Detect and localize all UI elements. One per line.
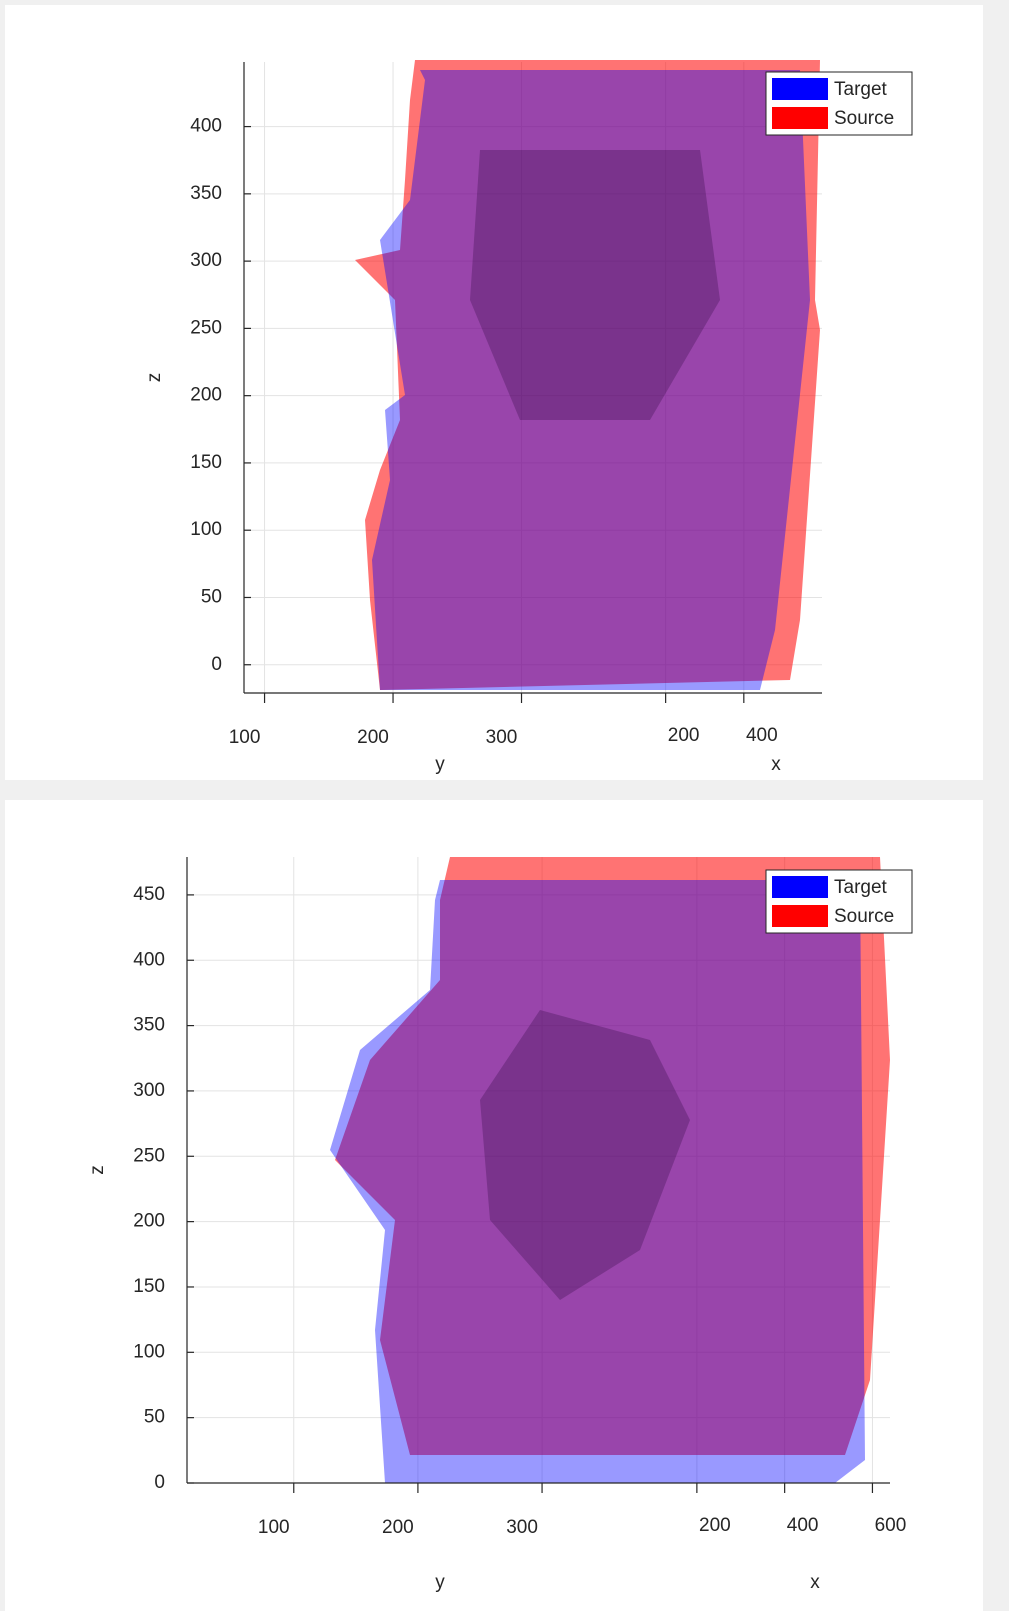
z-tick-label: 0 xyxy=(154,1472,165,1493)
z-tick-label: 100 xyxy=(133,1341,165,1362)
z-tick-label: 200 xyxy=(190,385,222,406)
z-tick-label: 350 xyxy=(133,1015,165,1036)
x-tick-label: 600 xyxy=(875,1515,907,1536)
z-tick-label: 50 xyxy=(201,586,222,607)
z-tick-label: 400 xyxy=(190,116,222,137)
z-tick-label: 450 xyxy=(133,884,165,905)
y-axis-label: y xyxy=(435,754,445,775)
x-axis-label: x xyxy=(771,754,781,775)
x-tick-label: 200 xyxy=(699,1515,731,1536)
y-tick-label: 200 xyxy=(382,1517,414,1538)
z-tick-label: 200 xyxy=(133,1211,165,1232)
legend-swatch xyxy=(772,905,828,927)
z-tick-label: 150 xyxy=(190,452,222,473)
z-tick-label: 150 xyxy=(133,1276,165,1297)
y-axis-label: y xyxy=(435,1572,445,1593)
legend-swatch xyxy=(772,78,828,100)
z-tick-label: 350 xyxy=(190,183,222,204)
z-axis-label: z xyxy=(144,373,165,383)
z-axis-label: z xyxy=(87,1165,108,1175)
z-tick-label: 250 xyxy=(190,317,222,338)
x-tick-label: 400 xyxy=(746,725,778,746)
legend-label: Target xyxy=(834,79,888,100)
x-axis-label: x xyxy=(810,1572,820,1593)
z-tick-label: 250 xyxy=(133,1145,165,1166)
y-tick-label: 100 xyxy=(229,727,261,748)
z-tick-label: 0 xyxy=(211,654,222,675)
legend-label: Source xyxy=(834,108,894,129)
z-tick-label: 50 xyxy=(144,1407,165,1428)
legend-swatch xyxy=(772,107,828,129)
y-tick-label: 300 xyxy=(506,1517,538,1538)
y-tick-label: 100 xyxy=(258,1517,290,1538)
legend-label: Source xyxy=(834,906,894,927)
x-tick-label: 400 xyxy=(787,1515,819,1536)
legend-swatch xyxy=(772,876,828,898)
z-tick-label: 300 xyxy=(190,250,222,271)
y-tick-label: 200 xyxy=(357,727,389,748)
legend-label: Target xyxy=(834,877,888,898)
z-tick-label: 100 xyxy=(190,519,222,540)
z-tick-label: 400 xyxy=(133,949,165,970)
figure: 0 50 100 150 200 250 300 350 400 100 200 300 200 400 y… xyxy=(0,0,1009,1611)
z-tick-label: 300 xyxy=(133,1080,165,1101)
x-tick-label: 200 xyxy=(668,725,700,746)
y-tick-label: 300 xyxy=(486,727,518,748)
